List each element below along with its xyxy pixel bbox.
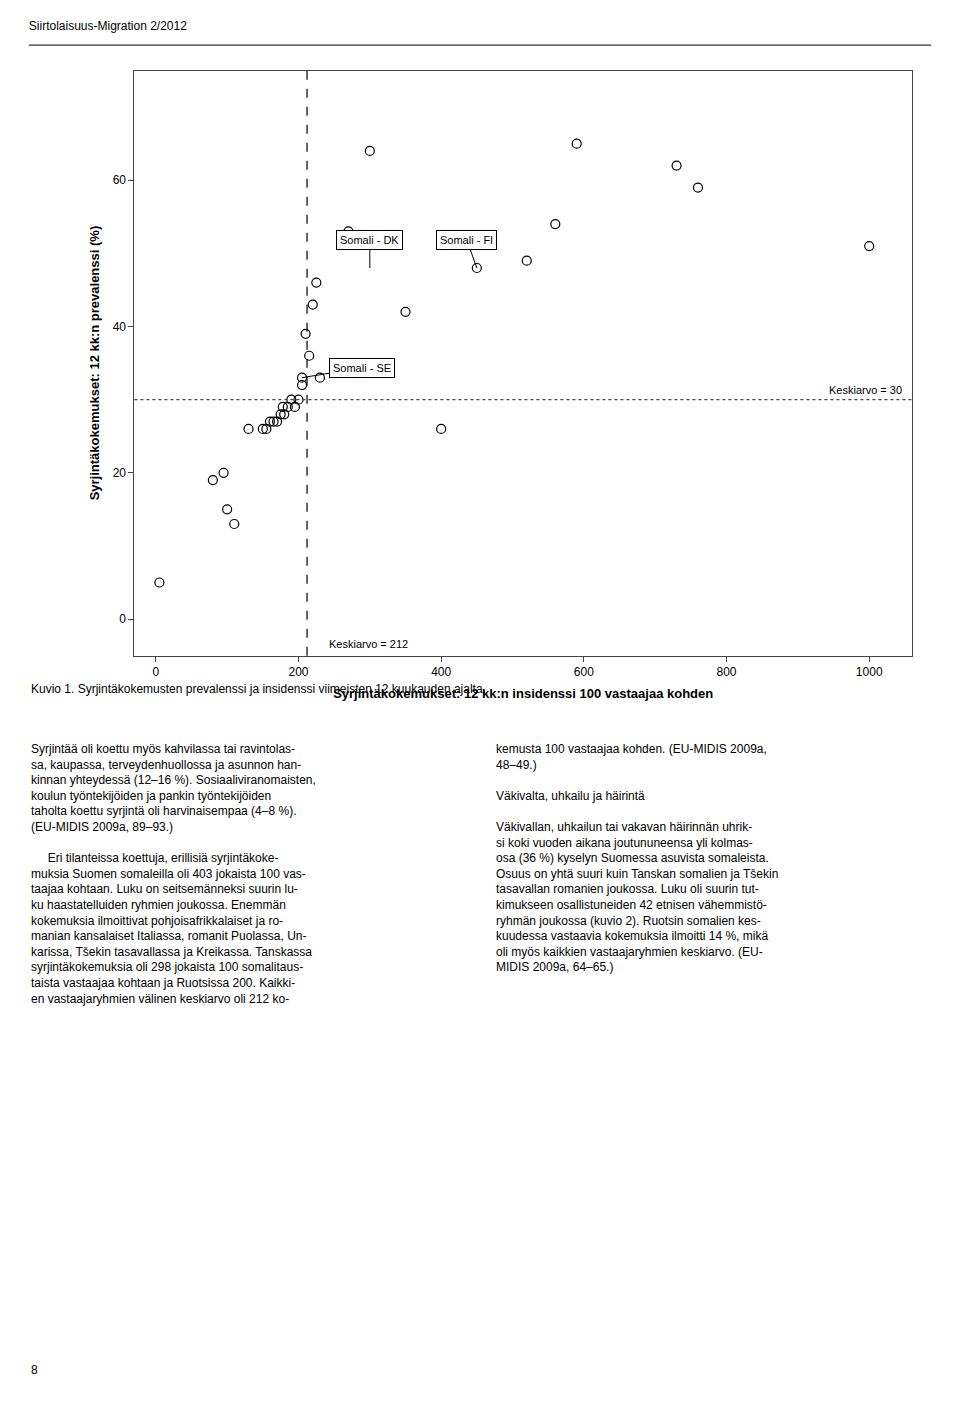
svg-text:Somali - SE: Somali - SE [333,362,391,374]
svg-text:Syrjintäkokemukset: 12 kk:n pr: Syrjintäkokemukset: 12 kk:n prevalenssi … [87,226,102,501]
svg-text:8: 8 [31,1363,38,1377]
svg-text:Keskiarvo = 212: Keskiarvo = 212 [329,638,408,650]
svg-text:20: 20 [113,466,127,480]
svg-text:Kuvio 1. Syrjintäkokemusten pr: Kuvio 1. Syrjintäkokemusten prevalenssi … [31,682,486,696]
svg-text:Somali - DK: Somali - DK [340,234,399,246]
svg-text:800: 800 [717,665,737,679]
svg-text:1000: 1000 [856,665,883,679]
svg-text:Syrjintäkokemukset: 12 kk:n in: Syrjintäkokemukset: 12 kk:n insidenssi 1… [333,686,713,701]
svg-text:0: 0 [119,612,126,626]
svg-text:0: 0 [152,665,159,679]
svg-text:Syrjintää oli koettu myös kahv: Syrjintää oli koettu myös kahvilassa tai… [31,742,316,1006]
svg-text:400: 400 [431,665,451,679]
svg-text:600: 600 [574,665,594,679]
svg-text:Siirtolaisuus-Migration 2/2012: Siirtolaisuus-Migration 2/2012 [29,19,187,33]
svg-text:Somali - FI: Somali - FI [440,234,493,246]
svg-text:40: 40 [113,320,127,334]
svg-text:200: 200 [288,665,308,679]
svg-text:60: 60 [113,173,127,187]
svg-text:kemusta 100 vastaajaa kohden.: kemusta 100 vastaajaa kohden. (EU-MIDIS … [496,742,778,974]
svg-text:Keskiarvo = 30: Keskiarvo = 30 [829,384,902,396]
